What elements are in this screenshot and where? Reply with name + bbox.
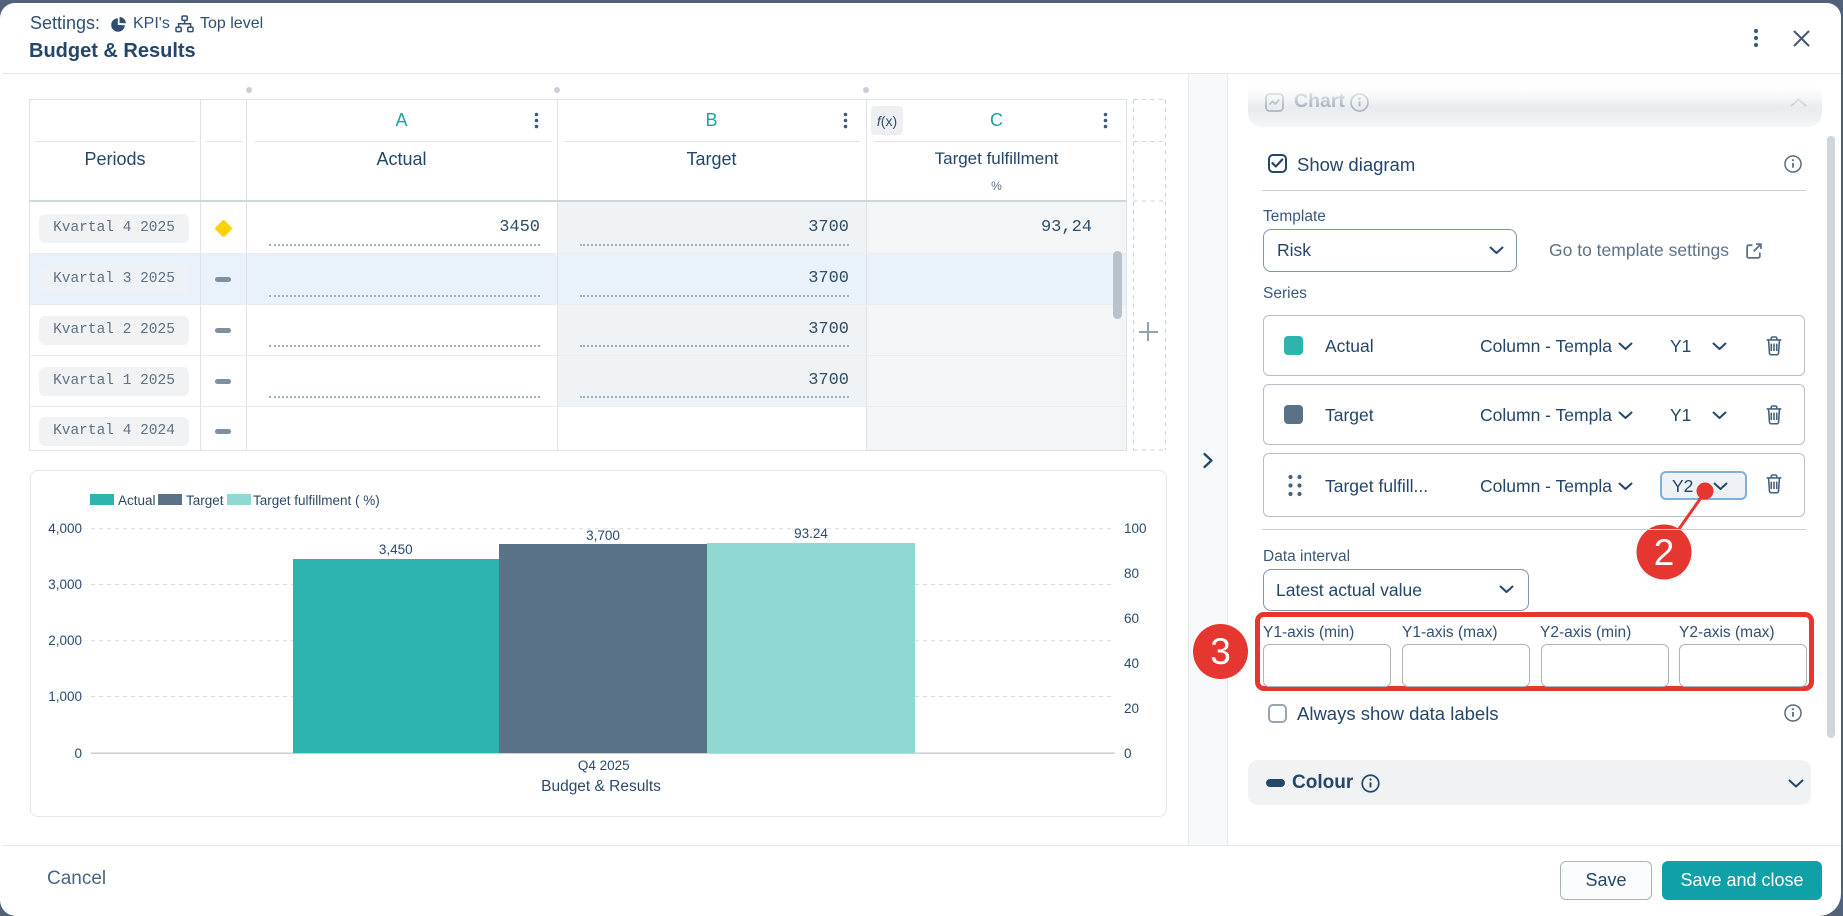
svg-text:2: 2 — [1654, 532, 1675, 573]
